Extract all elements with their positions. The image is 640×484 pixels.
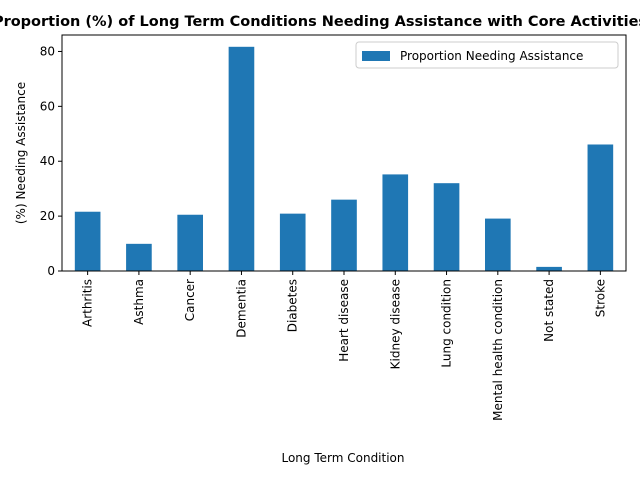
legend-label: Proportion Needing Assistance — [400, 49, 583, 63]
legend: Proportion Needing Assistance — [355, 41, 619, 69]
y-axis-label: (%) Needing Assistance — [14, 82, 28, 224]
bar-dementia — [228, 46, 255, 271]
bar-mental-health-condition — [485, 218, 511, 271]
bar-arthritis — [74, 211, 101, 271]
y-tick-label: 40 — [40, 154, 55, 168]
x-tick-label: Arthritis — [81, 279, 95, 327]
x-tick-label: Kidney disease — [388, 279, 402, 369]
bar-not-stated — [536, 266, 562, 271]
y-tick-label: 80 — [40, 44, 55, 58]
x-tick-label: Diabetes — [286, 279, 300, 332]
plot-area: 0 20 40 60 80 Arthritis Asthma Cancer Dementia Di… — [40, 34, 627, 421]
chart-title: Proportion (%) of Long Term Conditions N… — [0, 14, 640, 30]
bar-lung-condition — [433, 183, 460, 271]
x-tick-label: Stroke — [593, 279, 607, 317]
legend-swatch — [362, 51, 390, 61]
bar-asthma — [126, 243, 152, 271]
bar-diabetes — [279, 213, 306, 271]
x-tick-label: Lung condition — [440, 279, 454, 368]
x-tick-label: Asthma — [132, 279, 146, 325]
x-tick-label: Not stated — [542, 279, 556, 342]
bar-stroke — [587, 144, 614, 271]
x-tick-label: Heart disease — [337, 279, 351, 362]
x-axis-label: Long Term Condition — [281, 451, 404, 465]
x-tick-label: Mental health condition — [491, 279, 505, 421]
bar-heart-disease — [331, 199, 357, 271]
x-tick-label: Cancer — [183, 279, 197, 321]
y-tick-label: 60 — [40, 99, 55, 113]
x-tick-label: Dementia — [234, 279, 248, 338]
legend-box — [355, 41, 619, 69]
bar-cancer — [177, 214, 203, 271]
y-tick-label: 20 — [40, 209, 55, 223]
y-tick-label: 0 — [47, 264, 55, 278]
bar-kidney-disease — [382, 174, 409, 271]
